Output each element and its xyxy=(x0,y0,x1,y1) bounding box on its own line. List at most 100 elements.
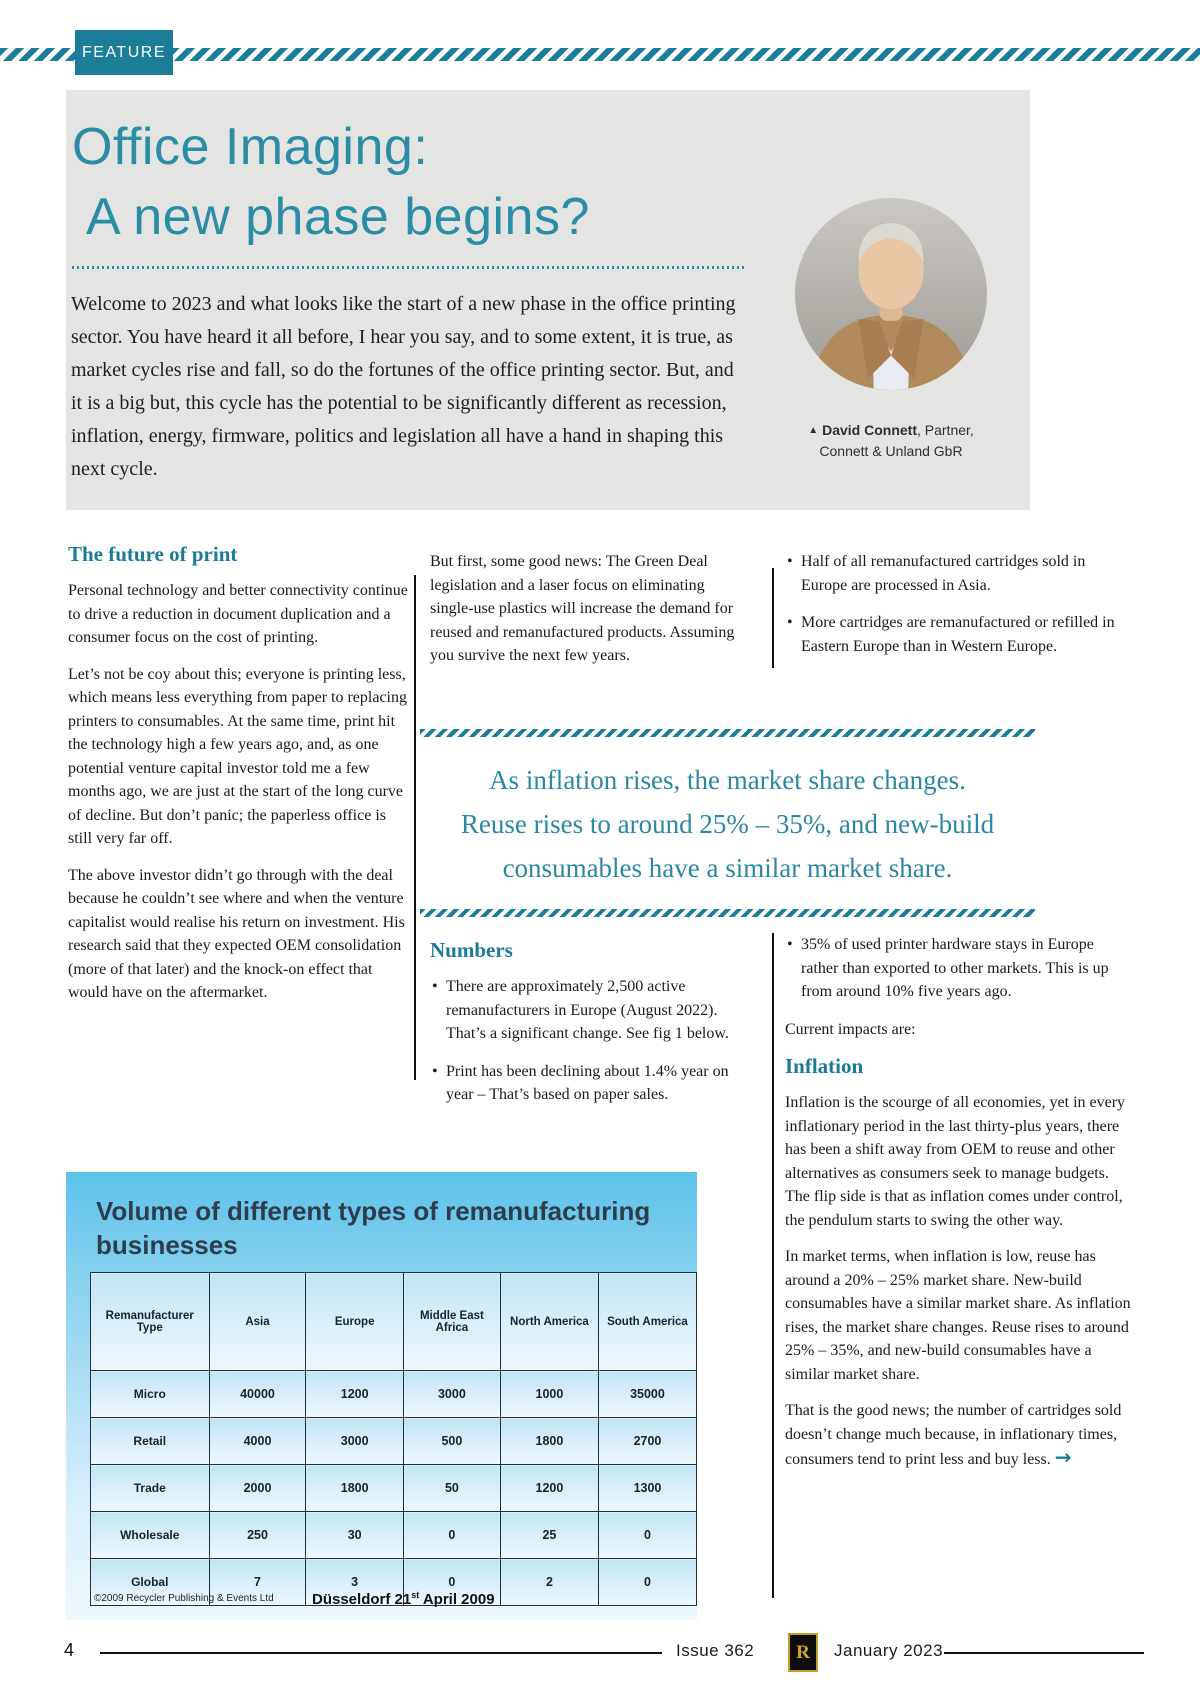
table-row-label: Trade xyxy=(90,1464,210,1512)
feature-badge: FEATURE xyxy=(75,30,173,75)
table-cell: 3000 xyxy=(402,1370,501,1418)
dotted-rule xyxy=(72,266,744,269)
figure-venue: Düsseldorf 21st April 2009 xyxy=(312,1590,495,1608)
table-cell: 0 xyxy=(597,1558,698,1606)
pull-quote-line: As inflation rises, the market share cha… xyxy=(489,765,966,795)
future-of-print-heading: The future of print xyxy=(68,542,238,566)
table-header-cell: North America xyxy=(499,1272,599,1371)
table-header-cell: Europe xyxy=(305,1272,404,1371)
table-row: Trade 2000 1800 50 1200 1300 xyxy=(90,1464,698,1512)
table-cell: 7 xyxy=(208,1558,307,1606)
bullet-item: Print has been declining about 1.4% year… xyxy=(430,1060,742,1107)
page-number: 4 xyxy=(64,1640,75,1660)
numbers-section: Numbers There are approximately 2,500 ac… xyxy=(430,938,742,1121)
hero-panel: Office Imaging: A new phase begins? Welc… xyxy=(66,90,1030,510)
table-header-cell: Middle East Africa xyxy=(402,1272,501,1371)
recycler-logo-letter: R xyxy=(796,1641,810,1663)
body-paragraph: Let’s not be coy about this; everyone is… xyxy=(68,665,407,848)
column-divider xyxy=(772,568,774,668)
stripe-rule-bottom xyxy=(420,909,1035,917)
bullet-list: There are approximately 2,500 active rem… xyxy=(430,975,742,1107)
table-row: Micro 40000 1200 3000 1000 35000 xyxy=(90,1370,698,1418)
table-row: Wholesale 250 30 0 25 0 xyxy=(90,1511,698,1559)
table-cell: 35000 xyxy=(597,1370,698,1418)
table-cell: 1200 xyxy=(305,1370,404,1418)
portrait-illustration xyxy=(795,198,987,390)
table-cell: 1800 xyxy=(499,1417,599,1465)
table-cell: 40000 xyxy=(208,1370,307,1418)
footer-rule-right xyxy=(944,1652,1144,1654)
pull-quote-line: consumables have a similar market share. xyxy=(502,853,953,883)
table-row-label: Retail xyxy=(90,1417,210,1465)
photo-caption: ▲ David Connett, Partner, Connett & Unlan… xyxy=(726,420,1056,462)
figure-table: Remanufacturer Type Asia Europe Middle E… xyxy=(90,1272,698,1606)
body-paragraph: Inflation is the scourge of all economie… xyxy=(785,1094,1126,1229)
table-cell: 4000 xyxy=(208,1417,307,1465)
article-title-line2: A new phase begins? xyxy=(86,188,590,246)
table-cell: 25 xyxy=(499,1511,599,1559)
table-row-label: Global xyxy=(90,1558,210,1606)
figure-venue-text: Düsseldorf 21 xyxy=(312,1591,412,1608)
table-cell: 0 xyxy=(402,1558,501,1606)
figure-slide: Volume of different types of remanufactu… xyxy=(66,1172,698,1620)
pull-quote-line: Reuse rises to around 25% – 35%, and new… xyxy=(460,809,995,839)
figure-venue-superscript: st xyxy=(411,1590,420,1600)
article-title-line1: Office Imaging: xyxy=(72,118,429,176)
inflation-heading: Inflation xyxy=(785,1054,864,1078)
column-divider xyxy=(772,933,774,1598)
table-cell: 1300 xyxy=(597,1464,698,1512)
body-paragraph: Personal technology and better connectiv… xyxy=(68,582,408,646)
bullet-item: 35% of used printer hardware stays in Eu… xyxy=(785,933,1135,1004)
intro-paragraph: Welcome to 2023 and what looks like the … xyxy=(71,293,736,480)
figure-title-line1: Volume of different types of remanufactu… xyxy=(96,1196,651,1226)
pull-quote: As inflation rises, the market share cha… xyxy=(420,729,1035,917)
feature-badge-label: FEATURE xyxy=(82,43,166,61)
bullet-list: 35% of used printer hardware stays in Eu… xyxy=(785,933,1135,1004)
column-inflation: 35% of used printer hardware stays in Eu… xyxy=(785,933,1135,1485)
table-row: Retail 4000 3000 500 1800 2700 xyxy=(90,1417,698,1465)
bullet-item: Half of all remanufactured cartridges so… xyxy=(785,550,1130,597)
photo-caption-line2: Connett & Unland GbR xyxy=(819,443,963,459)
numbers-heading: Numbers xyxy=(430,938,513,962)
body-paragraph: But first, some good news: The Green Dea… xyxy=(430,553,735,664)
table-cell: 30 xyxy=(305,1511,404,1559)
table-cell: 2700 xyxy=(597,1417,698,1465)
table-cell: 500 xyxy=(402,1417,501,1465)
body-paragraph-text: That is the good news; the number of car… xyxy=(785,1402,1122,1468)
caption-role: , Partner, xyxy=(916,422,974,438)
figure-copyright: ©2009 Recycler Publishing & Events Ltd xyxy=(94,1593,274,1604)
article-title: Office Imaging: A new phase begins? xyxy=(72,112,590,252)
table-cell: 1200 xyxy=(499,1464,599,1512)
figure-title-line2: businesses xyxy=(96,1230,238,1260)
column-future-of-print: The future of print Personal technology … xyxy=(68,542,408,1018)
table-cell: 0 xyxy=(402,1511,501,1559)
table-header-cell: South America xyxy=(597,1272,698,1371)
bullet-item: More cartridges are remanufactured or re… xyxy=(785,611,1130,658)
body-paragraph: The above investor didn’t go through wit… xyxy=(68,866,405,1002)
column-divider xyxy=(414,575,416,1080)
recycler-logo: R xyxy=(788,1633,818,1672)
table-cell: 1000 xyxy=(499,1370,599,1418)
caption-marker-icon: ▲ xyxy=(808,425,819,436)
figure-title: Volume of different types of remanufactu… xyxy=(96,1194,681,1262)
body-paragraph: That is the good news; the number of car… xyxy=(785,1399,1135,1472)
date-label: January 2023 xyxy=(834,1641,944,1660)
footer-rule-left xyxy=(100,1652,662,1654)
table-cell: 0 xyxy=(597,1511,698,1559)
pull-quote-text: As inflation rises, the market share cha… xyxy=(420,737,1035,909)
table-header-cell: Remanufacturer Type xyxy=(90,1272,210,1371)
photo-caption-line1: ▲ David Connett, Partner, xyxy=(726,420,1056,441)
table-cell: 1800 xyxy=(305,1464,404,1512)
issue-label: Issue 362 xyxy=(676,1641,755,1660)
table-header-cell: Asia xyxy=(208,1272,307,1371)
impacts-label: Current impacts are: xyxy=(785,1020,916,1038)
striped-ribbon xyxy=(0,48,1200,61)
portrait-photo xyxy=(795,198,987,390)
body-paragraph: In market terms, when inflation is low, … xyxy=(785,1248,1131,1383)
table-cell: 50 xyxy=(402,1464,501,1512)
column-top-bullets: Half of all remanufactured cartridges so… xyxy=(785,550,1130,672)
column-good-news: But first, some good news: The Green Dea… xyxy=(430,550,742,681)
table-cell: 2000 xyxy=(208,1464,307,1512)
table-row: Global 7 3 0 2 0 xyxy=(90,1558,698,1606)
